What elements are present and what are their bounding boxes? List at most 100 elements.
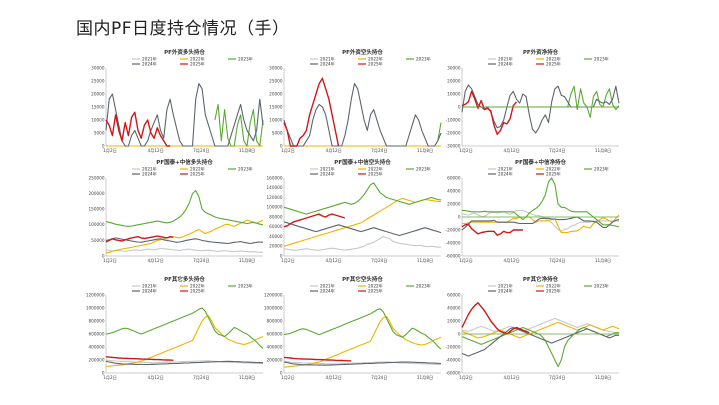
y-tick-label: -10000 (446, 117, 461, 122)
y-tick-label: 40000 (447, 188, 461, 193)
legend-label: 2021年 (498, 282, 513, 289)
y-tick-label: 800000 (267, 318, 283, 323)
chart-panel-5: PF国泰+中信净持仓 2021年 2022年 2023年 2024年 2025年 60000… (446, 158, 623, 268)
series-line-2024年 (461, 216, 620, 231)
y-tick-label: 400000 (267, 344, 283, 349)
legend-label: 2022年 (546, 165, 561, 172)
chart-title: PF其它净持仓 (523, 275, 559, 283)
x-tick-label: 4月12日 (147, 148, 163, 154)
chart-svg-2: PF外资净持仓 2021年 2022年 2023年 2024年 2025年 30000 200… (446, 48, 620, 154)
x-tick-label: 7月24日 (193, 258, 209, 264)
y-tick-label: 40000 (447, 305, 461, 310)
x-tick-label: 4月12日 (503, 258, 519, 264)
y-tick-label: 20000 (447, 318, 461, 323)
y-tick-label: 600000 (267, 331, 283, 336)
legend-label: 2022年 (190, 55, 205, 62)
chart-title: PF国泰+中信多头持仓 (156, 158, 213, 166)
chart-panel-4: PF国泰+中信空头持仓 2021年 2022年 2023年 2024年 2025年 1600… (267, 158, 445, 268)
x-tick-label: 4月12日 (325, 258, 341, 264)
x-tick-label: 7月24日 (549, 375, 565, 381)
y-tick-label: 0 (280, 253, 283, 258)
legend-label: 2024年 (498, 170, 513, 177)
x-tick-label: 11月8日 (595, 148, 611, 154)
y-tick-label: 0 (280, 370, 283, 375)
x-tick-label: 1月2日 (459, 148, 473, 154)
series-line-2025年 (283, 213, 346, 228)
series-line-2024年 (283, 221, 442, 237)
y-tick-label: 1200000 (86, 292, 105, 297)
series-line-2022年 (283, 315, 442, 368)
y-tick-label: 10000 (91, 117, 105, 122)
legend-label: 2024年 (320, 287, 335, 294)
y-tick-label: 20000 (447, 201, 461, 206)
y-tick-label: 0 (458, 214, 461, 219)
y-tick-label: 20000 (269, 91, 283, 96)
x-tick-label: 7月24日 (371, 375, 387, 381)
chart-panel-8: PF其它净持仓 2021年 2022年 2023年 2024年 2025年 60000 400… (446, 275, 623, 385)
y-tick-label: 200000 (267, 357, 283, 362)
y-tick-label: 160000 (267, 175, 283, 180)
y-tick-label: 1200000 (264, 292, 283, 297)
legend-label: 2023年 (594, 55, 609, 62)
series-line-2025年 (105, 235, 174, 243)
page-title: 国内PF日度持仓情况（手） (76, 19, 290, 39)
y-tick-label: 200000 (89, 191, 105, 196)
y-tick-label: -20000 (446, 130, 461, 135)
series-line-2023年 (437, 122, 442, 141)
y-tick-label: 100000 (267, 205, 283, 210)
series-line-2025年 (283, 356, 352, 362)
y-tick-label: 20000 (269, 244, 283, 249)
series-line-2021年 (283, 235, 441, 251)
legend-label: 2023年 (238, 55, 253, 62)
chart-panel-1: PF外资空头持仓 2021年 2022年 2023年 2024年 2025年 30000 25… (269, 48, 445, 158)
legend-label: 2024年 (142, 170, 157, 177)
series-line-2025年 (105, 111, 171, 147)
series-line-2022年 (105, 315, 264, 368)
legend-label: 2024年 (142, 60, 157, 67)
chart-panel-3: PF国泰+中信多头持仓 2021年 2022年 2023年 2024年 2025年 2500… (89, 158, 267, 268)
chart-title: PF其它多头持仓 (164, 275, 205, 283)
y-tick-label: 0 (280, 143, 283, 148)
x-tick-label: 7月24日 (549, 258, 565, 264)
chart-svg-7: PF其它空头持仓 2021年 2022年 2023年 2024年 2025年 1200000… (264, 275, 442, 381)
y-tick-label: -40000 (446, 357, 461, 362)
x-tick-label: 11月8日 (417, 375, 433, 381)
series-line-2023年 (105, 307, 264, 349)
x-tick-label: 1月2日 (459, 258, 473, 264)
x-tick-label: 4月12日 (503, 148, 519, 154)
legend-label: 2024年 (498, 60, 513, 67)
chart-title: PF外资多头持仓 (164, 48, 205, 56)
y-tick-label: 40000 (269, 234, 283, 239)
y-tick-label: 0 (458, 104, 461, 109)
legend-label: 2025年 (546, 287, 561, 294)
x-tick-label: 11月8日 (595, 258, 611, 264)
chart-svg-8: PF其它净持仓 2021年 2022年 2023年 2024年 2025年 60000 400… (446, 275, 620, 381)
x-tick-label: 1月2日 (281, 375, 295, 381)
x-tick-label: 4月12日 (325, 148, 341, 154)
series-line-2023年 (461, 326, 619, 368)
legend-label: 2025年 (190, 60, 205, 67)
series-line-2023年 (283, 308, 442, 350)
x-tick-label: 7月24日 (193, 375, 209, 381)
legend-label: 2025年 (368, 170, 383, 177)
legend-label: 2025年 (368, 287, 383, 294)
series-line-2022年 (461, 321, 620, 339)
series-line-2024年 (461, 326, 619, 357)
legend-label: 2021年 (142, 282, 157, 289)
y-tick-label: 0 (102, 143, 105, 148)
x-tick-label: 4月12日 (147, 375, 163, 381)
chart-svg-6: PF其它多头持仓 2021年 2022年 2023年 2024年 2025年 1200000… (86, 275, 264, 381)
series-line-2021年 (105, 359, 264, 365)
legend-label: 2021年 (142, 55, 157, 62)
y-tick-label: 100000 (89, 222, 105, 227)
y-tick-label: -60000 (446, 253, 461, 258)
series-line-2024年 (105, 237, 264, 245)
y-tick-label: 30000 (447, 65, 461, 70)
legend-label: 2023年 (416, 282, 431, 289)
legend-label: 2022年 (546, 55, 561, 62)
legend-label: 2021年 (320, 282, 335, 289)
y-tick-label: 150000 (89, 207, 105, 212)
